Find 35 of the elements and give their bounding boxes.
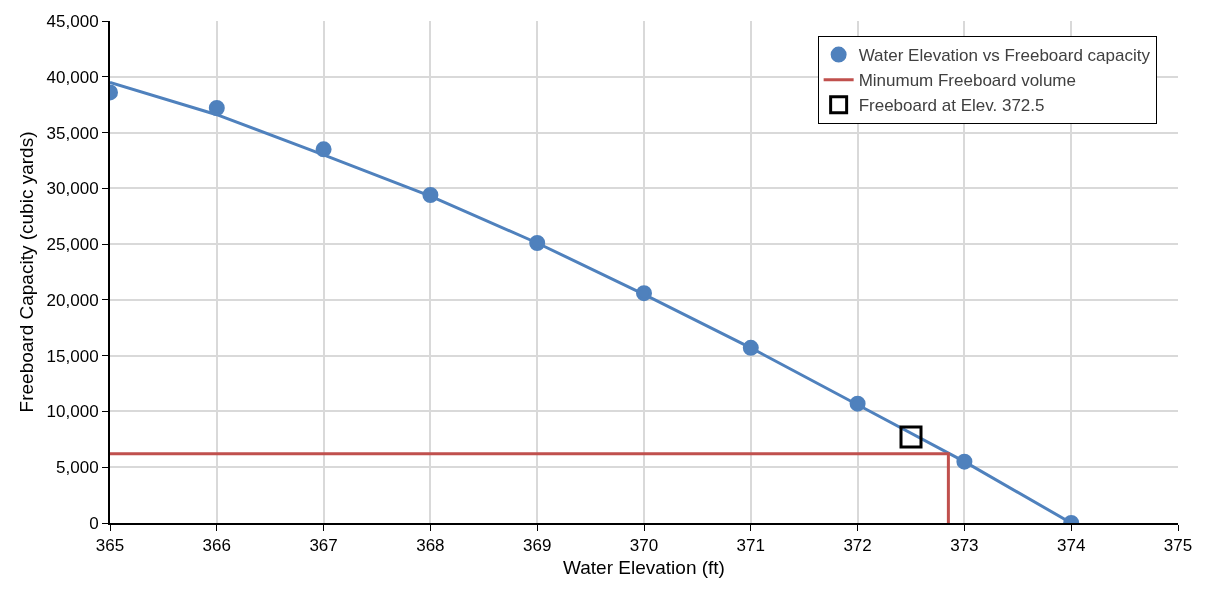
legend-label: Water Elevation vs Freeboard capacity — [858, 46, 1151, 66]
point — [422, 187, 439, 204]
x-tick-label: 370 — [629, 536, 659, 556]
x-tick-label: 372 — [843, 536, 872, 556]
x-tick-label: 365 — [95, 536, 125, 556]
y-tick-label: 20,000 — [46, 290, 99, 310]
x-tick-label: 371 — [736, 536, 765, 556]
point — [956, 453, 973, 470]
point — [899, 425, 923, 449]
point — [208, 100, 225, 116]
legend-label: Freeboard at Elev. 372.5 — [858, 96, 1045, 116]
point — [315, 141, 332, 158]
x-tick-label: 373 — [950, 536, 979, 556]
x-tick-label: 367 — [309, 536, 338, 556]
y-tick-label: 25,000 — [46, 235, 99, 255]
x-tick-label: 374 — [1057, 536, 1086, 556]
x-axis-title: Water Elevation (ft) — [563, 556, 725, 578]
point — [636, 285, 652, 302]
y-tick-label: 5,000 — [56, 458, 99, 478]
x-tick-label: 375 — [1163, 536, 1193, 556]
x-tick-label: 369 — [523, 536, 552, 556]
x-tick-label: 366 — [202, 536, 231, 556]
point — [529, 235, 546, 251]
y-tick-label: 30,000 — [46, 179, 99, 199]
y-tick-label: 10,000 — [46, 402, 99, 422]
y-tick-label: 15,000 — [46, 346, 99, 366]
x-tick-label: 368 — [416, 536, 445, 556]
point — [742, 339, 759, 356]
point — [849, 395, 866, 412]
y-axis-title: Freeboard Capacity (cubic yards) — [15, 131, 37, 413]
y-tick-label: 35,000 — [46, 123, 99, 143]
y-tick-label: 40,000 — [46, 67, 99, 87]
y-tick-label: 45,000 — [46, 11, 99, 31]
y-tick-label: 0 — [89, 513, 99, 533]
legend-label: Minumum Freeboard volume — [858, 71, 1076, 91]
